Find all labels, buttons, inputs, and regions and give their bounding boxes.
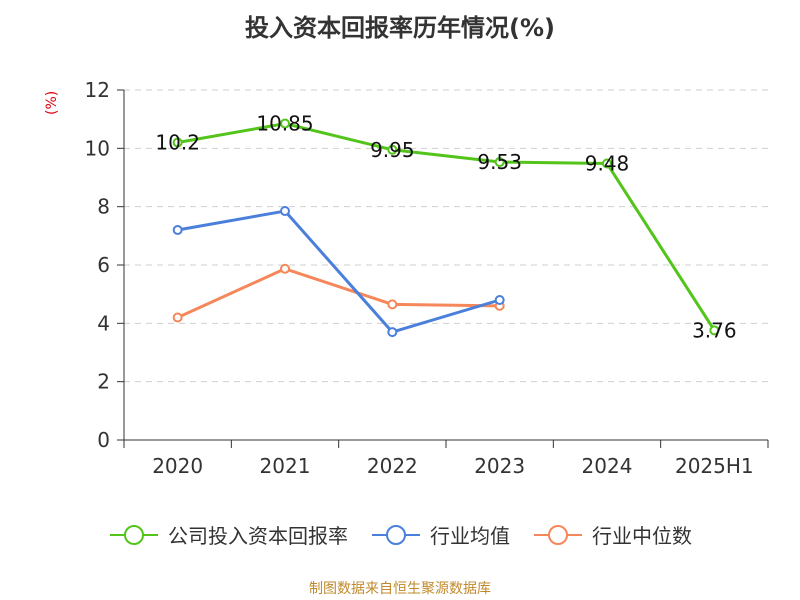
- data-point: [172, 137, 183, 148]
- x-tick-label: 2024: [582, 454, 633, 478]
- data-label: 9.95: [370, 138, 415, 162]
- x-tick-label: 2022: [367, 454, 418, 478]
- y-tick-label: 8: [97, 195, 110, 219]
- legend-item-company[interactable]: 公司投入资本回报率: [108, 520, 348, 549]
- data-label: 9.53: [477, 150, 522, 174]
- legend-marker-industry-median: [534, 524, 582, 545]
- data-label: 10.2: [155, 131, 200, 155]
- series-0: [172, 118, 720, 336]
- data-point: [280, 263, 290, 274]
- y-tick-label: 12: [85, 78, 110, 102]
- data-label: 3.76: [692, 318, 737, 342]
- y-tick-label: 4: [97, 311, 110, 335]
- data-point: [602, 158, 612, 169]
- series-1: [172, 206, 505, 338]
- legend-label-company: 公司投入资本回报率: [168, 524, 348, 548]
- series-line: [177, 122, 716, 332]
- data-point: [494, 157, 505, 168]
- data-point: [387, 299, 398, 310]
- data-point: [387, 144, 398, 155]
- series-line: [177, 209, 501, 334]
- series-line: [177, 267, 500, 319]
- data-point: [280, 206, 290, 217]
- y-tick-label: 6: [97, 253, 110, 277]
- data-point: [280, 118, 290, 129]
- series-2: [172, 263, 505, 323]
- y-tick-label: 0: [97, 428, 110, 452]
- legend-item-industry-mean[interactable]: 行业均值: [370, 520, 510, 549]
- data-point: [709, 325, 720, 336]
- x-tick-label: 2023: [474, 454, 525, 478]
- data-label: 9.48: [585, 152, 630, 176]
- data-label: 10.85: [256, 112, 313, 136]
- legend-marker-industry-mean: [372, 524, 420, 545]
- chart-title: 投入资本回报率历年情况(%): [245, 14, 555, 42]
- y-tick-label: 2: [97, 370, 110, 394]
- chart-plot: 0 2 4 6 8 10 12 2020 2021 2022 2023 2024 2025H1 10.2 1…: [85, 78, 769, 478]
- legend-label-industry-mean: 行业均值: [430, 524, 510, 548]
- data-point: [172, 312, 183, 323]
- x-tick-label: 2020: [152, 454, 203, 478]
- data-source-note: 制图数据来自恒生聚源数据库: [309, 581, 491, 597]
- legend-label-industry-median: 行业中位数: [592, 524, 692, 548]
- legend: 公司投入资本回报率 行业均值 行业中位数: [0, 520, 800, 549]
- y-tick-label: 10: [85, 136, 110, 160]
- x-tick-label: 2025H1: [675, 454, 754, 478]
- legend-marker-company: [110, 524, 158, 545]
- legend-item-industry-median[interactable]: 行业中位数: [532, 520, 692, 549]
- data-point: [387, 327, 398, 338]
- data-point: [494, 295, 505, 305]
- data-point: [172, 225, 183, 235]
- x-tick-label: 2021: [260, 454, 311, 478]
